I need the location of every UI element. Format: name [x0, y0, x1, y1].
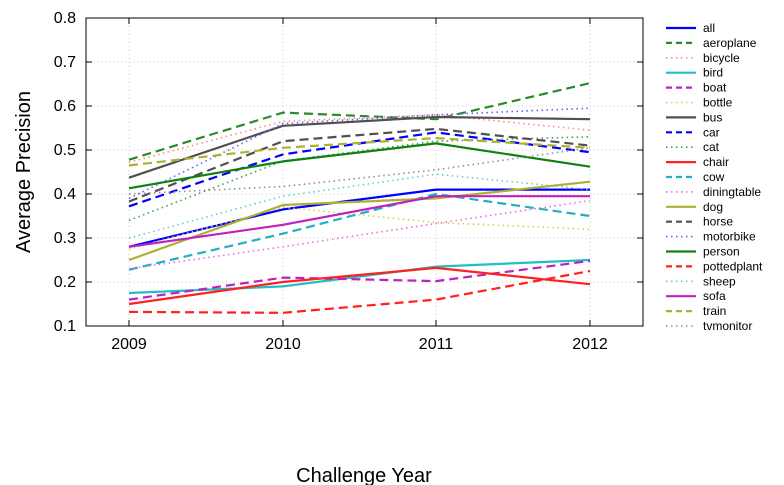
legend-label-cow: cow [703, 170, 725, 184]
series-line-dog [128, 180, 591, 262]
y-tick-label: 0.1 [54, 318, 76, 335]
legend-label-tvmonitor: tvmonitor [703, 319, 752, 333]
legend-label-diningtable: diningtable [703, 185, 761, 199]
series-line-bicycle [128, 114, 591, 164]
series-line-train [128, 137, 591, 167]
legend-label-person: person [703, 245, 740, 259]
series-line-cow [128, 192, 591, 271]
y-axis-title: Average Precision [13, 91, 35, 253]
legend-label-all: all [703, 21, 715, 35]
legend-label-boat: boat [703, 81, 727, 95]
series-line-chair [128, 266, 591, 306]
series-line-pottedplant [128, 269, 591, 314]
series-line-sofa [128, 195, 590, 248]
series-line-person [128, 142, 591, 190]
y-tick-label: 0.8 [54, 10, 76, 27]
series-line-cat [128, 136, 591, 222]
legend-label-chair: chair [703, 155, 729, 169]
y-tick-label: 0.5 [54, 142, 76, 159]
y-tick-label: 0.6 [54, 98, 76, 115]
series-line-bottle [128, 206, 591, 250]
series-line-tvmonitor [128, 147, 591, 195]
legend-label-cat: cat [703, 140, 720, 154]
y-tick-label: 0.4 [54, 186, 76, 203]
x-axis-title: Challenge Year [296, 465, 432, 485]
x-tick-label: 2012 [572, 336, 608, 353]
grid [86, 18, 643, 326]
series-line-bus [128, 115, 591, 179]
x-tick-label: 2009 [111, 336, 147, 353]
legend-label-pottedplant: pottedplant [703, 259, 763, 273]
series-line-boat [128, 259, 591, 301]
y-axis: 0.1 0.2 0.3 0.4 0.5 0.6 0.7 0.8 [54, 10, 643, 335]
x-tick-label: 2010 [265, 336, 301, 353]
series-line-aeroplane [128, 82, 591, 161]
legend-label-motorbike: motorbike [703, 230, 756, 244]
legend-label-sofa: sofa [703, 289, 726, 303]
series-lines [128, 82, 591, 314]
legend-label-horse: horse [703, 215, 733, 229]
legend-label-bird: bird [703, 66, 723, 80]
x-axis: 2009 2010 2011 2012 [111, 18, 608, 353]
legend-label-bus: bus [703, 110, 722, 124]
legend-label-aeroplane: aeroplane [703, 36, 757, 50]
y-tick-label: 0.3 [54, 230, 76, 247]
y-tick-label: 0.7 [54, 54, 76, 71]
legend-label-bicycle: bicycle [703, 51, 740, 65]
legend-label-bottle: bottle [703, 96, 733, 110]
legend-label-dog: dog [703, 200, 723, 214]
legend-label-train: train [703, 304, 726, 318]
series-line-motorbike [128, 107, 591, 200]
legend: allaeroplanebicyclebirdboatbottlebuscarc… [666, 21, 763, 333]
x-tick-label: 2011 [419, 336, 454, 353]
plot-area-frame [85, 17, 644, 327]
legend-label-car: car [703, 125, 720, 139]
series-line-horse [128, 127, 591, 203]
legend-label-sheep: sheep [703, 274, 736, 288]
y-tick-label: 0.2 [54, 274, 76, 291]
